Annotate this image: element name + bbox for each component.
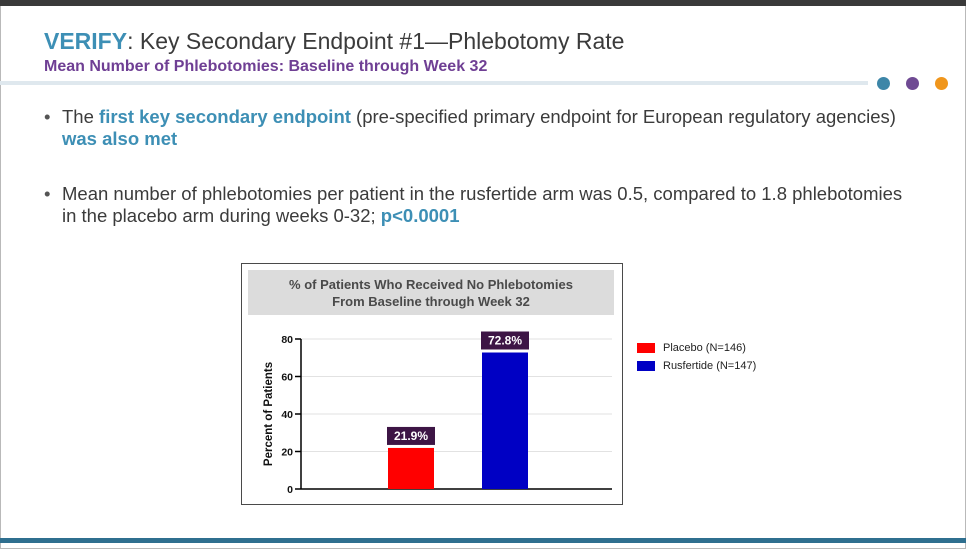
legend-swatch	[637, 361, 655, 371]
bullet-item: The first key secondary endpoint (pre-sp…	[44, 106, 904, 150]
highlighted-text: first key secondary endpoint	[99, 106, 351, 127]
purple-dot-icon	[906, 77, 919, 90]
chart-title: % of Patients Who Received No Phlebotomi…	[248, 270, 614, 315]
header-rule	[0, 81, 868, 85]
chart-title-line1: % of Patients Who Received No Phlebotomi…	[289, 277, 573, 292]
bullet-text: Mean number of phlebotomies per patient …	[62, 183, 903, 226]
legend-item: Placebo (N=146)	[637, 342, 756, 360]
bullet-text: The	[62, 106, 100, 127]
teal-dot-icon	[877, 77, 890, 90]
footer-band	[0, 538, 966, 543]
window-top-strip	[0, 0, 966, 6]
title-rest: : Key Secondary Endpoint #1—Phlebotomy R…	[127, 28, 625, 54]
bullet-text: (pre-specified primary endpoint for Euro…	[350, 106, 896, 127]
highlighted-text: p<0.0001	[380, 205, 460, 226]
slide-title: VERIFY: Key Secondary Endpoint #1—Phlebo…	[44, 28, 624, 55]
legend-item: Rusfertide (N=147)	[637, 360, 756, 378]
bullet-item: Mean number of phlebotomies per patient …	[44, 183, 904, 227]
highlighted-text: was also met	[62, 128, 178, 149]
chart-legend: Placebo (N=146) Rusfertide (N=147)	[637, 342, 756, 378]
chart-title-line2: From Baseline through Week 32	[332, 294, 530, 309]
legend-swatch	[637, 343, 655, 353]
title-accent: VERIFY	[44, 28, 128, 54]
slide-subtitle: Mean Number of Phlebotomies: Baseline th…	[44, 58, 488, 75]
legend-label: Placebo (N=146)	[663, 342, 746, 354]
bullet-list: The first key secondary endpoint (pre-sp…	[44, 106, 904, 227]
legend-label: Rusfertide (N=147)	[663, 360, 757, 372]
orange-dot-icon	[935, 77, 948, 90]
